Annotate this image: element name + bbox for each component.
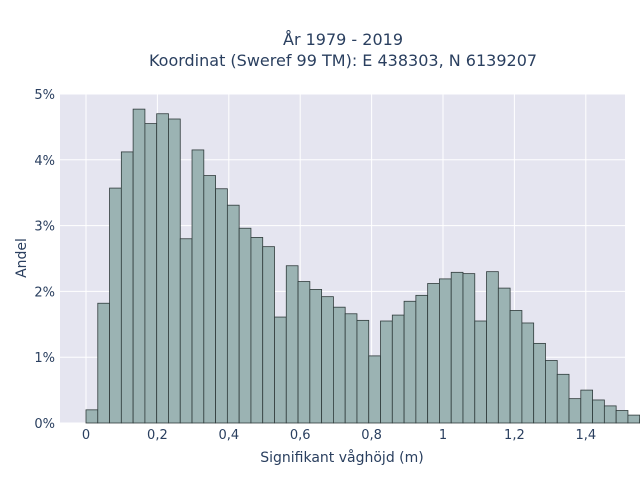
- histogram-bar: [474, 320, 487, 424]
- x-tick-label: 1,2: [504, 428, 525, 443]
- histogram-bar: [226, 204, 240, 424]
- y-tick-label: 4%: [34, 154, 55, 169]
- histogram-bar: [439, 278, 452, 424]
- y-tick-label: 2%: [34, 285, 55, 300]
- histogram-bar: [368, 355, 381, 424]
- histogram-bar: [380, 320, 393, 424]
- chart-title: År 1979 - 2019: [283, 30, 403, 49]
- y-tick-label: 5%: [34, 88, 55, 103]
- histogram-bar: [262, 246, 275, 424]
- histogram-bar: [109, 187, 122, 424]
- histogram-bar: [450, 271, 464, 424]
- x-tick-label: 0,8: [361, 428, 382, 443]
- histogram-bar: [238, 227, 252, 424]
- histogram-bar: [462, 273, 476, 424]
- chart-subtitle: Koordinat (Sweref 99 TM): E 438303, N 61…: [149, 51, 537, 70]
- histogram-bar: [615, 410, 629, 424]
- histogram-bar: [509, 310, 523, 424]
- histogram-bar: [321, 296, 334, 424]
- histogram-bar: [486, 271, 499, 424]
- histogram-bar: [215, 188, 228, 424]
- histogram-bar: [156, 113, 169, 424]
- histogram-bar: [627, 414, 640, 424]
- x-tick-label: 0,4: [218, 428, 239, 443]
- y-axis-title: Andel: [14, 238, 30, 278]
- histogram-bar: [415, 294, 429, 424]
- y-tick-labels: 0% 1% 2% 3% 4% 5%: [34, 88, 55, 432]
- x-tick-labels: 0 0,2 0,4 0,6 0,8 1 1,2 1,4: [82, 428, 596, 443]
- histogram-bar: [497, 287, 511, 424]
- x-tick-label: 1: [439, 428, 447, 443]
- x-tick-label: 1,4: [575, 428, 596, 443]
- histogram-bar: [250, 237, 264, 424]
- histogram-bar: [427, 283, 440, 424]
- histogram-bar: [344, 313, 358, 424]
- histogram-bar: [297, 281, 311, 424]
- histogram-bar: [179, 238, 193, 424]
- y-tick-label: 3%: [34, 220, 55, 235]
- histogram-bar: [391, 314, 405, 424]
- histogram-bar: [85, 409, 99, 424]
- y-tick-label: 1%: [34, 351, 55, 366]
- histogram-bar: [603, 405, 617, 424]
- histogram-bar: [132, 108, 146, 424]
- histogram-bar: [333, 306, 346, 424]
- histogram-bar: [203, 175, 216, 424]
- y-tick-label: 0%: [34, 417, 55, 432]
- histogram-bar: [568, 398, 582, 424]
- histogram-bars: [85, 108, 640, 424]
- x-tick-label: 0,2: [147, 428, 168, 443]
- x-tick-label: 0: [82, 428, 90, 443]
- histogram-bar: [274, 316, 287, 424]
- histogram-bar: [191, 149, 205, 424]
- histogram-bar: [403, 300, 417, 424]
- histogram-bar: [285, 265, 299, 424]
- x-axis-title: Signifikant våghöjd (m): [260, 449, 423, 466]
- histogram-bar: [545, 360, 558, 424]
- histogram-bar: [556, 373, 570, 424]
- histogram-bar: [144, 123, 158, 424]
- histogram-bar: [168, 118, 181, 424]
- histogram-bar: [120, 151, 134, 424]
- x-tick-label: 0,6: [290, 428, 311, 443]
- histogram-bar: [533, 342, 546, 424]
- histogram-bar: [592, 399, 605, 424]
- histogram-bar: [521, 322, 535, 424]
- histogram-bar: [580, 389, 593, 424]
- histogram-bar: [309, 289, 323, 424]
- histogram-bar: [356, 319, 370, 424]
- histogram-bar: [97, 302, 110, 424]
